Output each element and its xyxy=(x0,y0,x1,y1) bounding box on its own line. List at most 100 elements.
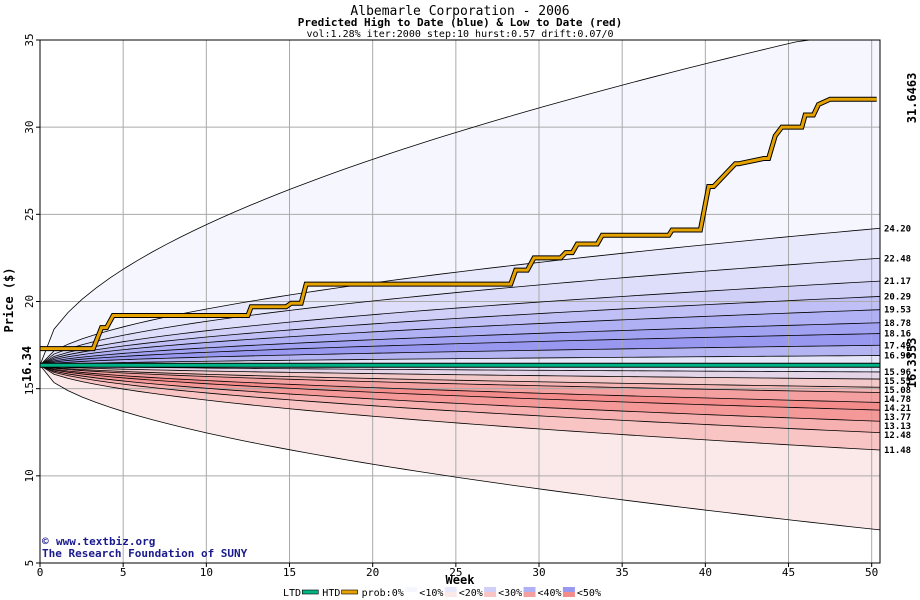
percentile-curve xyxy=(39,364,881,388)
high-end-label: 31.6463 xyxy=(905,73,919,124)
percentile-label: 20.29 xyxy=(884,292,911,302)
percentile-curve xyxy=(39,309,881,366)
probability-band xyxy=(40,322,880,366)
copyright-icon: © xyxy=(42,535,49,548)
x-tick-label: 15 xyxy=(283,566,296,579)
x-tick-label: 10 xyxy=(200,566,213,579)
percentile-curve xyxy=(39,322,881,366)
y-tick-label: 20 xyxy=(23,295,36,308)
percentile-curves xyxy=(39,39,881,531)
percentile-label: 11.48 xyxy=(884,446,911,456)
percentile-curve xyxy=(39,296,881,366)
legend-swatch-upper xyxy=(523,587,536,592)
y-tick-label: 5 xyxy=(23,560,36,567)
legend-item-label: <30% xyxy=(498,588,522,599)
percentile-curve xyxy=(39,364,881,380)
probability-band xyxy=(40,365,880,451)
legend: LTD HTD prob:0% <10% <20% <30% <40% <50% xyxy=(283,587,601,599)
probability-band xyxy=(40,258,880,366)
start-price-label: 16.34 xyxy=(20,346,34,382)
credit-block: © www.textbiz.org The Research Foundatio… xyxy=(42,535,248,560)
percentile-label: 17.49 xyxy=(884,341,911,351)
y-tick-label: 10 xyxy=(23,469,36,482)
x-tick-label: 25 xyxy=(449,566,462,579)
chart-title: Albemarle Corporation - 2006 xyxy=(350,4,569,19)
percentile-label: 13.77 xyxy=(884,413,911,423)
probability-band xyxy=(40,309,880,366)
y-axis-ticks: 5 10 15 20 25 30 35 xyxy=(23,33,40,566)
legend-item-label: <10% xyxy=(419,588,443,599)
percentile-curve xyxy=(39,364,881,422)
low-end-label: 16.3353 xyxy=(905,338,919,389)
legend-line-swatch xyxy=(341,589,358,595)
x-tick-label: 20 xyxy=(366,566,379,579)
y-tick-label: 35 xyxy=(23,33,36,46)
legend-line-swatch xyxy=(301,589,319,595)
x-tick-label: 30 xyxy=(532,566,545,579)
percentile-curve xyxy=(39,39,880,366)
x-tick-label: 45 xyxy=(782,566,795,579)
probability-band xyxy=(40,365,880,388)
credit-site: www.textbiz.org xyxy=(56,535,155,548)
legend-swatch-lower xyxy=(523,592,536,597)
probability-band xyxy=(40,365,880,530)
percentile-curve xyxy=(39,364,881,433)
percentile-curve xyxy=(39,364,881,403)
x-axis-ticks: 0 5 10 15 20 25 30 35 40 45 50 xyxy=(37,563,878,579)
percentile-curve xyxy=(39,365,881,531)
legend-swatch-upper xyxy=(562,587,575,592)
probability-band xyxy=(40,228,880,366)
legend-item-label: <50% xyxy=(577,588,601,599)
x-tick-label: 35 xyxy=(616,566,629,579)
y-tick-label: 25 xyxy=(23,208,36,221)
probability-bands xyxy=(40,40,880,530)
probability-band xyxy=(40,365,880,422)
legend-item-label: prob:0% xyxy=(362,588,404,599)
probability-band xyxy=(40,345,880,366)
percentile-curve xyxy=(39,257,881,366)
probability-band xyxy=(40,365,880,411)
percentile-curve xyxy=(39,364,881,393)
percentile-label: 24.20 xyxy=(884,224,911,234)
chart-params: vol:1.28% iter:2000 step:10 hurst:0.57 d… xyxy=(306,29,613,40)
legend-swatch-lower xyxy=(405,592,418,597)
percentile-labels: 24.20 22.48 21.17 20.29 19.53 18.7818.1617.49… xyxy=(884,224,911,456)
percentile-label: 22.48 xyxy=(884,254,911,264)
legend-swatch-lower xyxy=(562,592,575,597)
series-lines xyxy=(40,96,880,368)
x-tick-label: 50 xyxy=(865,566,878,579)
chart-subtitle: Predicted High to Date (blue) & Low to D… xyxy=(298,16,623,29)
percentile-curve xyxy=(39,344,881,366)
percentile-label: 13.13 xyxy=(884,422,911,432)
percentile-curve xyxy=(39,280,881,366)
legend-item-label: LTD xyxy=(283,588,301,599)
legend-item-label: <20% xyxy=(459,588,483,599)
legend-item-label: HTD xyxy=(322,588,340,599)
probability-band xyxy=(40,40,880,366)
credit-org: The Research Foundation of SUNY xyxy=(42,547,248,560)
legend-item-label: <40% xyxy=(538,588,562,599)
percentile-label: 14.78 xyxy=(884,395,911,405)
percentile-curve xyxy=(39,364,881,451)
probability-band xyxy=(40,365,880,433)
legend-swatch-lower xyxy=(484,592,497,597)
probability-band xyxy=(40,281,880,366)
percentile-label: 15.08 xyxy=(884,386,911,396)
probability-band xyxy=(40,365,880,393)
y-tick-label: 15 xyxy=(23,382,36,395)
percentile-label: 19.53 xyxy=(884,306,911,316)
legend-swatch-upper xyxy=(484,587,497,592)
htd-line xyxy=(40,97,877,351)
percentile-label: 18.16 xyxy=(884,330,911,340)
percentile-label: 15.96 xyxy=(884,368,911,378)
grid xyxy=(40,40,880,563)
percentile-curve xyxy=(39,355,881,366)
percentile-curve xyxy=(39,333,881,366)
percentile-label: 12.48 xyxy=(884,431,911,441)
percentile-label: 21.17 xyxy=(884,277,911,287)
percentile-label: 15.55 xyxy=(884,377,911,387)
y-axis-label: Price ($) xyxy=(2,267,16,332)
percentile-label: 18.78 xyxy=(884,319,911,329)
probability-band xyxy=(40,296,880,366)
